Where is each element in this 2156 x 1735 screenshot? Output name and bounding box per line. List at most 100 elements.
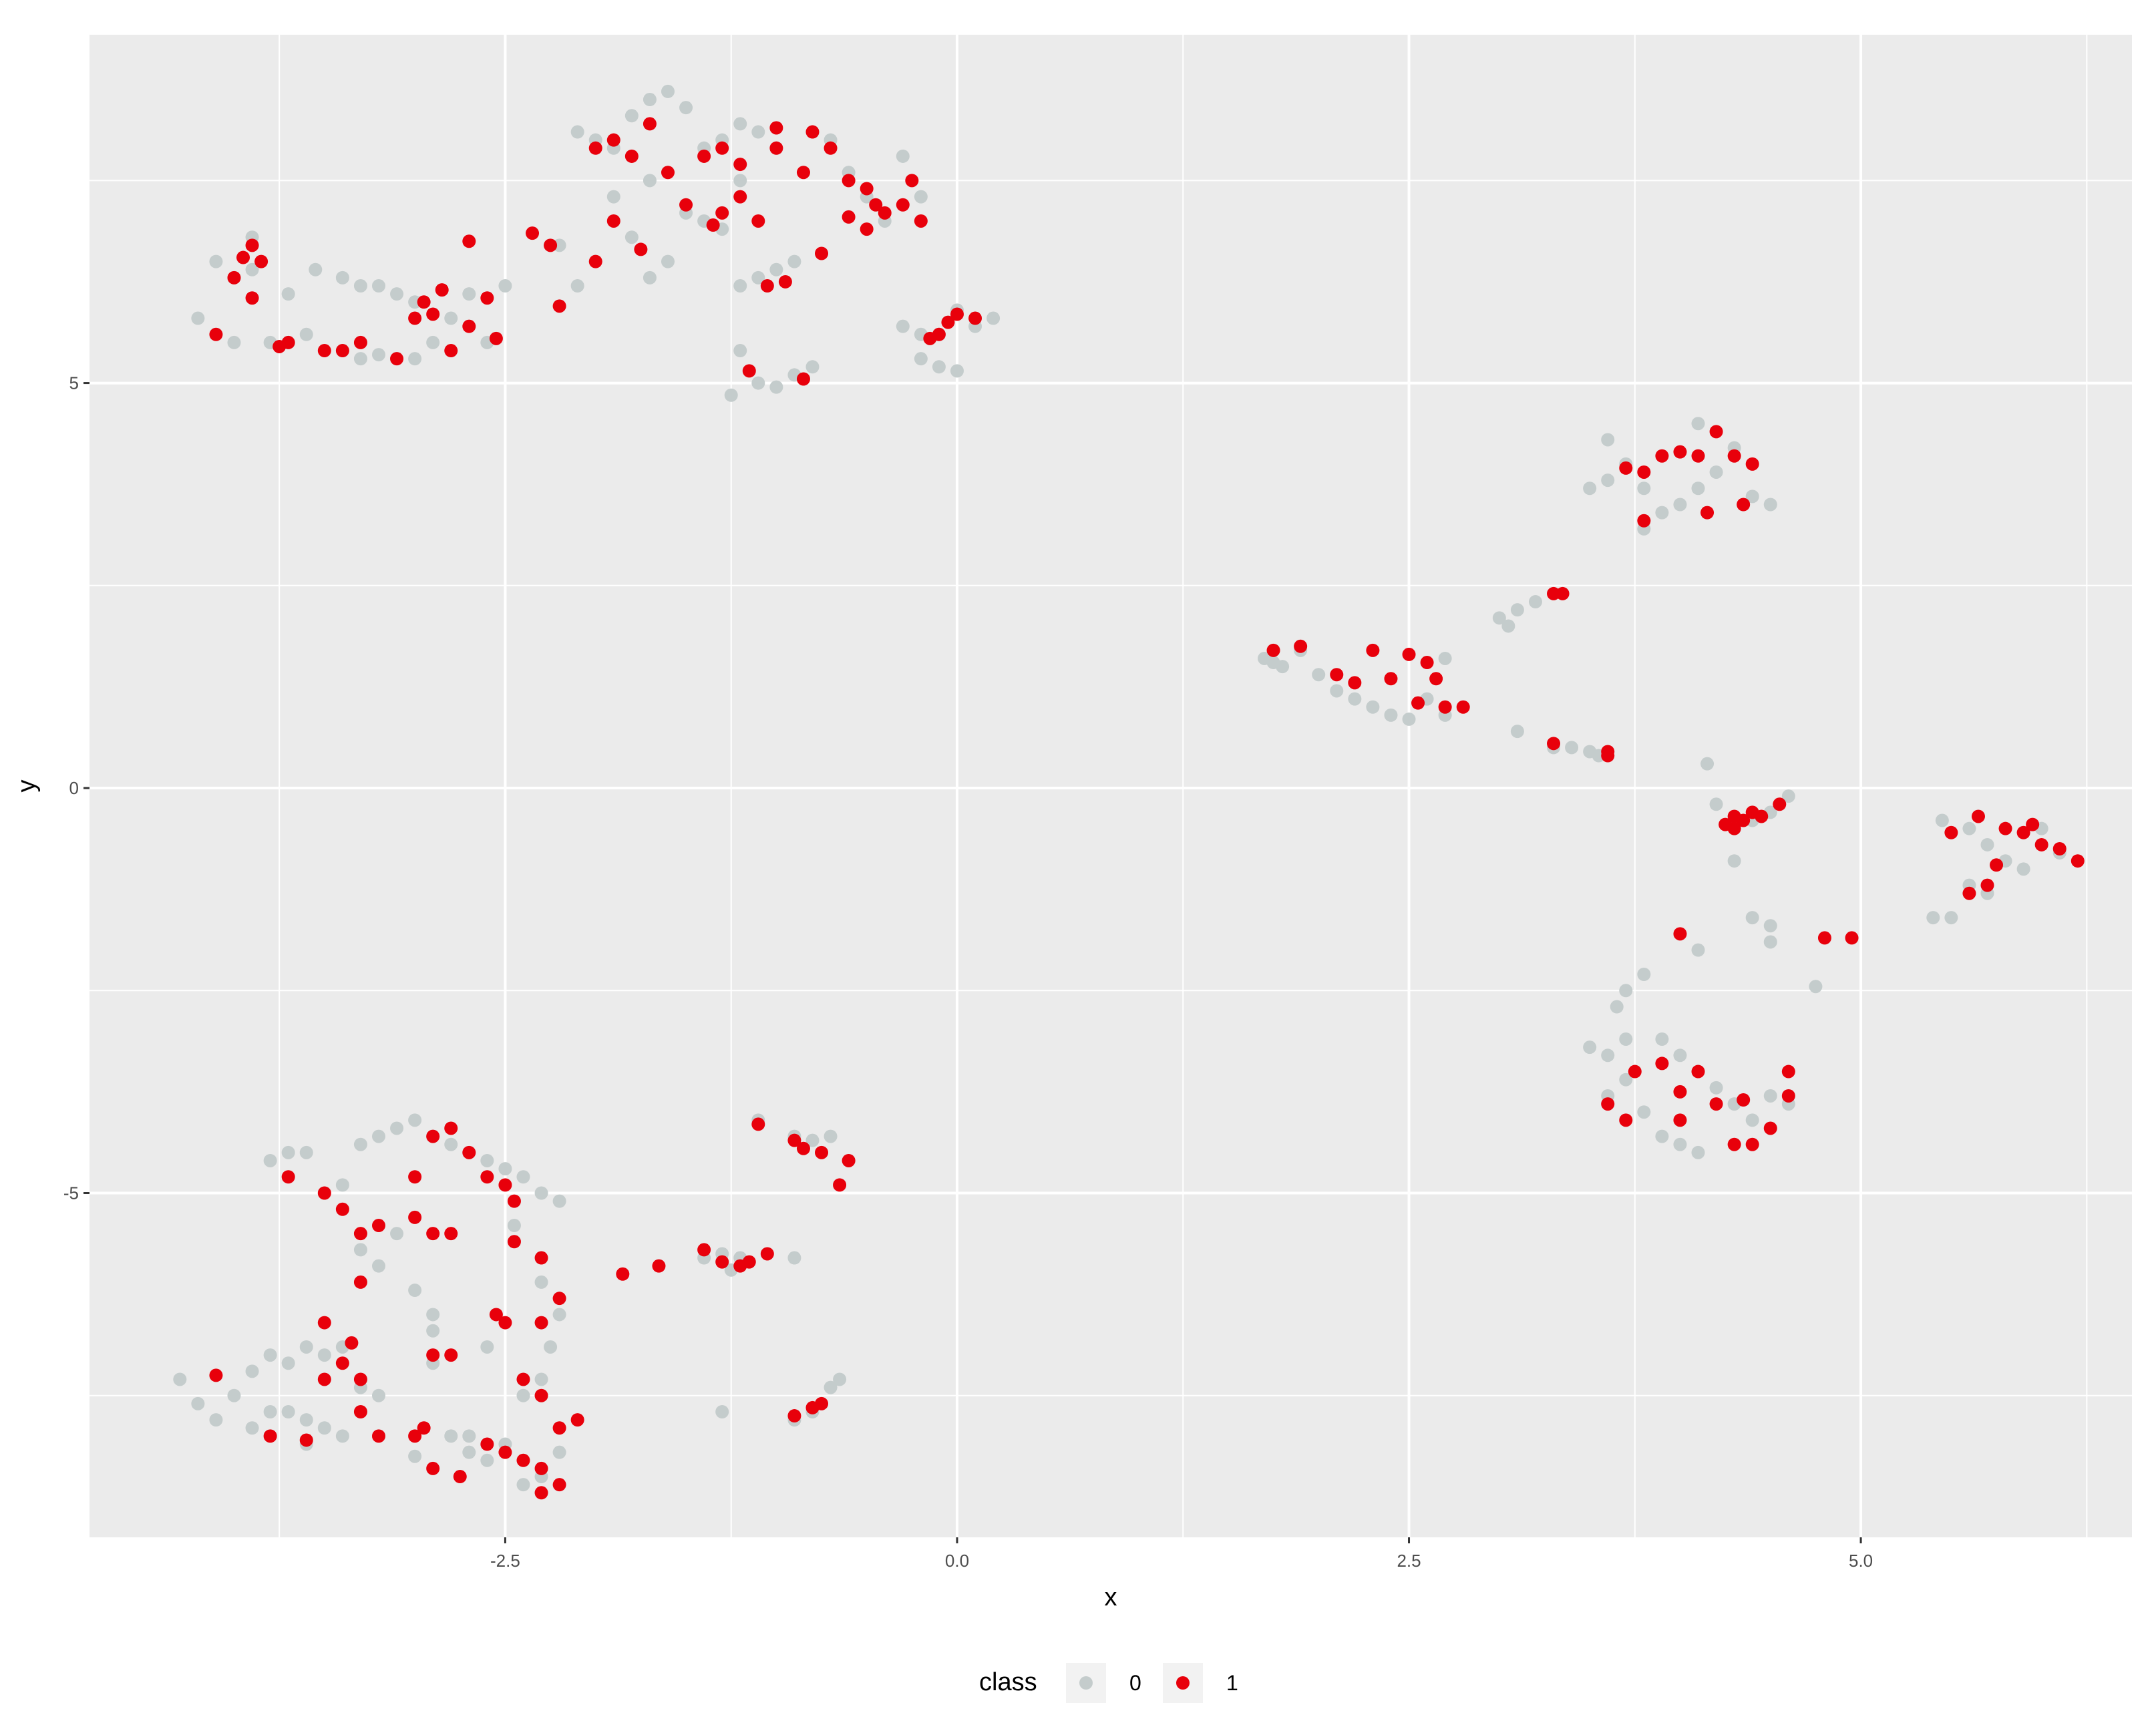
data-point-class-0 xyxy=(281,287,295,301)
data-point-class-0 xyxy=(751,125,765,139)
data-point-class-1 xyxy=(751,1117,765,1131)
data-point-class-0 xyxy=(643,93,657,107)
data-point-class-0 xyxy=(1944,911,1958,925)
data-point-class-1 xyxy=(1628,1065,1642,1079)
data-point-class-1 xyxy=(1817,931,1831,945)
data-point-class-0 xyxy=(1330,684,1344,698)
data-point-class-0 xyxy=(227,335,241,349)
data-point-class-1 xyxy=(1330,668,1344,682)
data-point-class-0 xyxy=(245,1421,259,1435)
data-point-class-1 xyxy=(426,307,440,321)
data-point-class-1 xyxy=(1691,449,1705,463)
data-point-class-1 xyxy=(299,1433,313,1447)
data-point-class-0 xyxy=(444,311,458,325)
data-point-class-0 xyxy=(309,262,323,276)
data-point-class-1 xyxy=(353,1404,367,1418)
data-points xyxy=(173,84,2085,1500)
data-point-class-0 xyxy=(787,254,801,268)
data-point-class-1 xyxy=(860,182,874,196)
data-point-class-0 xyxy=(1691,417,1705,431)
data-point-class-0 xyxy=(1565,741,1579,755)
data-point-class-1 xyxy=(444,1121,458,1135)
y-axis-title: y xyxy=(13,780,41,793)
data-point-class-0 xyxy=(1583,481,1597,496)
data-point-class-1 xyxy=(1402,647,1416,661)
data-point-class-0 xyxy=(299,1413,313,1427)
data-point-class-0 xyxy=(1763,935,1777,949)
data-point-class-1 xyxy=(480,291,494,305)
data-point-class-1 xyxy=(1709,425,1723,439)
data-point-class-1 xyxy=(1944,825,1958,839)
data-point-class-0 xyxy=(227,1388,241,1402)
data-point-class-0 xyxy=(1510,603,1524,617)
data-point-class-1 xyxy=(1700,506,1715,520)
data-point-class-1 xyxy=(706,218,720,232)
data-point-class-1 xyxy=(1637,514,1651,528)
data-point-class-0 xyxy=(1601,433,1615,447)
data-point-class-0 xyxy=(1673,1048,1687,1063)
data-point-class-1 xyxy=(606,214,620,228)
data-point-class-0 xyxy=(769,262,783,276)
data-point-class-1 xyxy=(1781,1089,1795,1103)
data-point-class-0 xyxy=(1935,813,1949,827)
data-point-class-1 xyxy=(616,1267,630,1281)
data-point-class-1 xyxy=(245,238,259,252)
data-point-class-0 xyxy=(751,376,765,390)
data-point-class-0 xyxy=(444,1137,458,1151)
data-point-class-1 xyxy=(1637,465,1651,479)
data-point-class-0 xyxy=(173,1372,187,1386)
data-point-class-0 xyxy=(1727,854,1741,868)
data-point-class-1 xyxy=(941,315,955,329)
data-point-class-1 xyxy=(1727,449,1741,463)
data-point-class-1 xyxy=(715,206,729,220)
data-point-class-1 xyxy=(715,1255,729,1269)
data-point-class-1 xyxy=(534,1251,548,1265)
data-point-class-1 xyxy=(796,372,810,386)
legend: class 0 1 xyxy=(979,1663,1238,1703)
data-point-class-0 xyxy=(1637,968,1651,982)
data-point-class-1 xyxy=(896,198,910,212)
legend-label-1: 1 xyxy=(1226,1671,1238,1695)
data-point-class-1 xyxy=(778,274,792,288)
legend-swatch-1 xyxy=(1176,1676,1190,1690)
x-tick-label: 0.0 xyxy=(945,1551,969,1571)
data-point-class-0 xyxy=(444,1429,458,1443)
data-point-class-0 xyxy=(733,279,747,293)
data-point-class-1 xyxy=(1745,457,1759,471)
data-point-class-1 xyxy=(390,352,404,366)
data-point-class-0 xyxy=(209,254,223,268)
data-point-class-1 xyxy=(371,1429,385,1443)
data-point-class-1 xyxy=(273,339,287,353)
data-point-class-0 xyxy=(787,1251,801,1265)
data-point-class-1 xyxy=(498,1316,512,1330)
data-point-class-0 xyxy=(480,1153,494,1167)
data-point-class-0 xyxy=(390,1227,404,1241)
data-point-class-1 xyxy=(480,1437,494,1451)
data-point-class-0 xyxy=(1610,1000,1624,1014)
data-point-class-0 xyxy=(643,270,657,284)
data-point-class-1 xyxy=(263,1429,277,1443)
data-point-class-0 xyxy=(1528,595,1542,609)
data-point-class-1 xyxy=(1980,878,1994,892)
data-point-class-0 xyxy=(1691,943,1705,957)
data-point-class-0 xyxy=(371,1259,385,1273)
data-point-class-1 xyxy=(1727,809,1741,823)
data-point-class-1 xyxy=(345,1336,359,1350)
data-point-class-1 xyxy=(2026,817,2040,831)
data-point-class-0 xyxy=(733,174,747,188)
data-point-class-0 xyxy=(371,1388,385,1402)
data-point-class-0 xyxy=(896,149,910,163)
data-point-class-0 xyxy=(317,1348,331,1362)
data-point-class-1 xyxy=(588,141,602,155)
y-tick-label: 5 xyxy=(69,373,79,393)
data-point-class-1 xyxy=(552,1292,566,1306)
data-point-class-0 xyxy=(1926,911,1940,925)
data-point-class-0 xyxy=(805,360,820,374)
data-point-class-0 xyxy=(371,1129,385,1143)
data-point-class-0 xyxy=(1709,797,1723,811)
data-point-class-0 xyxy=(1510,725,1524,739)
data-point-class-0 xyxy=(1673,1137,1687,1151)
data-point-class-0 xyxy=(1709,1081,1723,1095)
data-point-class-0 xyxy=(516,1388,530,1402)
data-point-class-1 xyxy=(245,291,259,305)
